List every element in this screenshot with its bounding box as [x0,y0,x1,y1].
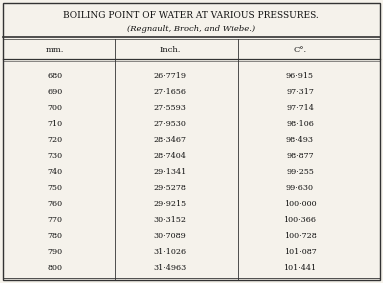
Text: 31·1026: 31·1026 [154,248,187,256]
Text: 96·915: 96·915 [286,72,314,80]
Text: (Regnault, Broch, and Wiebe.): (Regnault, Broch, and Wiebe.) [127,25,255,33]
Text: 98·493: 98·493 [286,136,314,144]
Text: 790: 790 [47,248,62,256]
Text: 770: 770 [47,216,62,224]
Text: 29·1341: 29·1341 [153,168,187,176]
Text: 700: 700 [47,104,62,112]
Text: 720: 720 [47,136,62,144]
Text: 730: 730 [47,152,62,160]
Text: BOILING POINT OF WATER AT VARIOUS PRESSURES.: BOILING POINT OF WATER AT VARIOUS PRESSU… [63,12,319,20]
Text: 99·630: 99·630 [286,184,314,192]
Text: 101·441: 101·441 [283,264,317,272]
Text: 97·317: 97·317 [286,88,314,96]
Text: 31·4963: 31·4963 [153,264,187,272]
Text: 28·7404: 28·7404 [154,152,187,160]
Text: 100·000: 100·000 [284,200,316,208]
Text: 98·106: 98·106 [286,120,314,128]
Text: 710: 710 [47,120,62,128]
Text: 27·5593: 27·5593 [154,104,187,112]
Text: 740: 740 [47,168,62,176]
Text: C°.: C°. [293,46,306,54]
Text: 760: 760 [47,200,62,208]
Text: 27·1656: 27·1656 [154,88,187,96]
Text: 750: 750 [47,184,62,192]
Text: 98·877: 98·877 [286,152,314,160]
Text: 99·255: 99·255 [286,168,314,176]
Text: 29·9215: 29·9215 [154,200,187,208]
Text: 101·087: 101·087 [284,248,316,256]
Text: 30·7089: 30·7089 [154,232,187,240]
Text: 100·366: 100·366 [283,216,316,224]
Text: 680: 680 [47,72,62,80]
Text: 30·3152: 30·3152 [154,216,187,224]
Text: 780: 780 [47,232,62,240]
Text: 27·9530: 27·9530 [154,120,187,128]
Text: 100·728: 100·728 [284,232,316,240]
Text: Inch.: Inch. [159,46,181,54]
Text: 29·5278: 29·5278 [154,184,187,192]
Text: 690: 690 [47,88,63,96]
Text: 26·7719: 26·7719 [154,72,187,80]
Text: 28·3467: 28·3467 [154,136,187,144]
Text: mm.: mm. [46,46,64,54]
Text: 800: 800 [47,264,62,272]
Text: 97·714: 97·714 [286,104,314,112]
